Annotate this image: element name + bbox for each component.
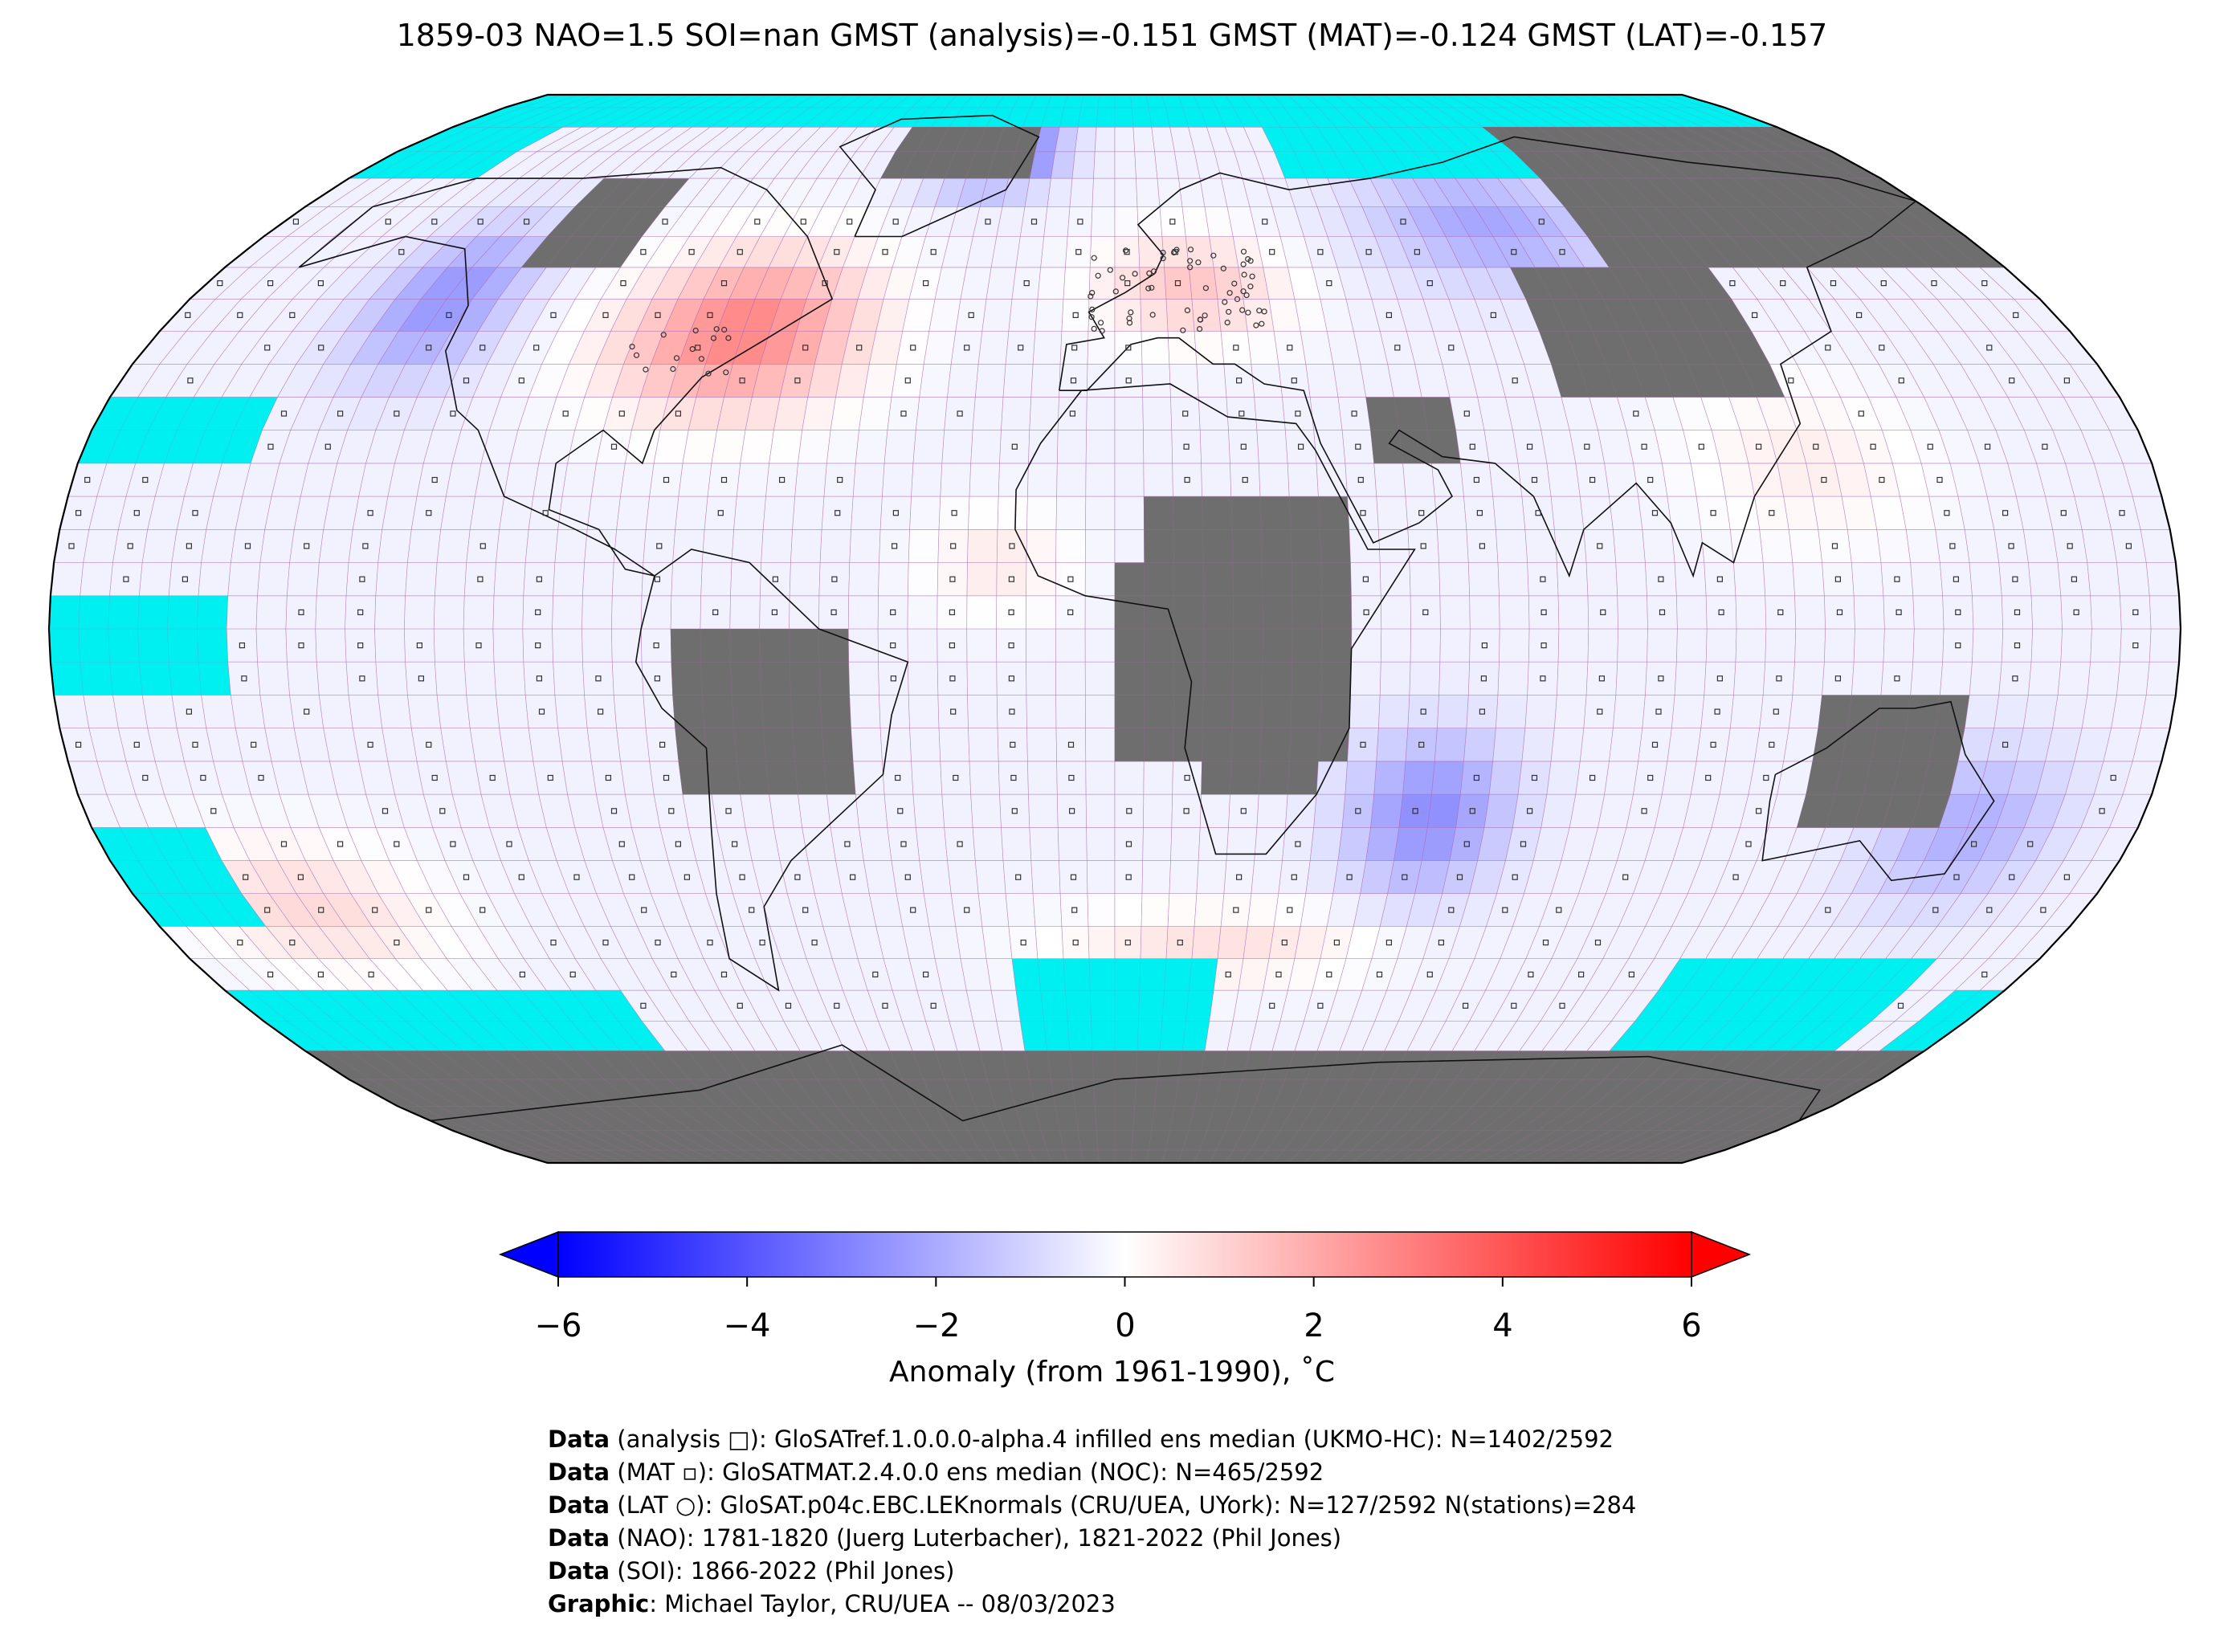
colorbar-tick-label: −4 — [723, 1307, 771, 1344]
credit-line: Data (MAT ▫): GloSATMAT.2.4.0.0 ens medi… — [548, 1458, 1324, 1486]
colorbar-tick-label: −6 — [534, 1307, 582, 1344]
grid-cell — [2149, 628, 2181, 663]
colorbar-tick-label: 4 — [1492, 1307, 1513, 1344]
colorbar — [498, 1230, 1752, 1287]
colorbar-label: Anomaly (from 1961-1990), ˚C — [889, 1356, 1335, 1389]
colorbar-extend-max — [1691, 1230, 1752, 1279]
colorbar-tick-label: 6 — [1681, 1307, 1702, 1344]
credit-line: Graphic: Michael Taylor, CRU/UEA -- 08/0… — [548, 1590, 1116, 1617]
credits-block: Data (analysis □): GloSATref.1.0.0.0-alp… — [548, 1423, 1636, 1621]
colorbar-tick-label: 0 — [1115, 1307, 1136, 1344]
colorbar-gradient — [557, 1231, 1692, 1278]
colorbar-tick-label: −2 — [912, 1307, 961, 1344]
credit-line: Data (analysis □): GloSATref.1.0.0.0-alp… — [548, 1426, 1614, 1453]
credit-line: Data (LAT ○): GloSAT.p04c.EBC.LEKnormals… — [548, 1491, 1637, 1519]
credit-line: Data (NAO): 1781-1820 (Juerg Luterbacher… — [548, 1524, 1342, 1552]
colorbar-extend-min — [498, 1230, 559, 1279]
map-title: 1859-03 NAO=1.5 SOI=nan GMST (analysis)=… — [396, 18, 1828, 53]
colorbar-tick-label: 2 — [1304, 1307, 1324, 1344]
world-anomaly-map — [47, 93, 2182, 1165]
credit-line: Data (SOI): 1866-2022 (Phil Jones) — [548, 1557, 955, 1585]
anomaly-cells — [50, 127, 2181, 1163]
